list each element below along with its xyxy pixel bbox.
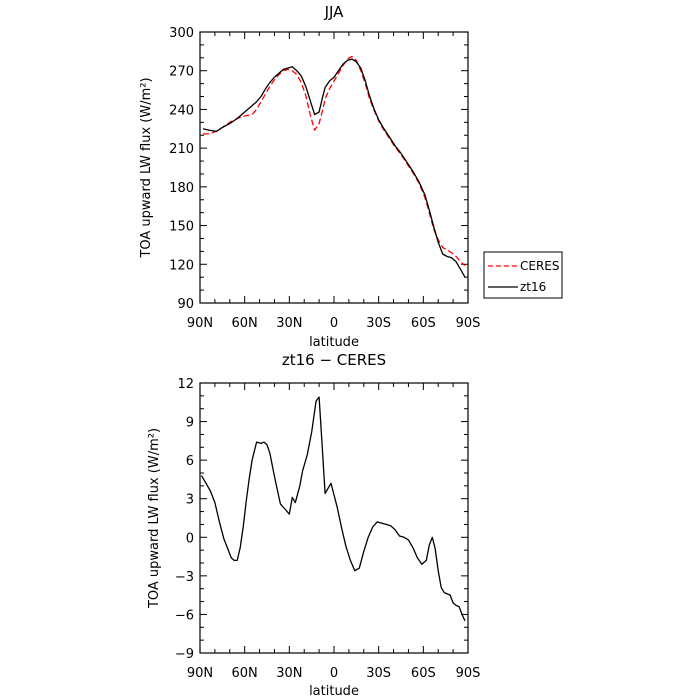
top-y-tick-label: 240 — [169, 103, 194, 118]
bottom-y-tick-label: 9 — [186, 416, 194, 431]
top-y-tick-label: 90 — [177, 297, 194, 312]
bottom-y-tick-label: 0 — [186, 531, 194, 546]
top-y-tick-label: 210 — [169, 142, 194, 157]
top-x-tick-label: 0 — [330, 316, 338, 331]
bottom-y-tick-label: −6 — [175, 608, 194, 623]
top-y-tick-label: 120 — [169, 258, 194, 273]
bottom-ticks: −9 −6 −3 0 3 6 9 12 90N 60N 30N 0 30S 60S 90S — [175, 377, 481, 681]
top-y-tick-label: 180 — [169, 181, 194, 196]
top-series-lines — [202, 55, 466, 278]
bottom-x-tick-label: 0 — [330, 666, 338, 681]
top-chart-title: JJA — [324, 3, 345, 21]
bottom-x-tick-label: 60N — [232, 666, 258, 681]
legend-label-zt16: zt16 — [520, 280, 546, 294]
top-y-axis-title: TOA upward LW flux (W/m²) — [139, 77, 154, 258]
legend-box — [483, 251, 563, 299]
top-x-tick-label: 30S — [366, 316, 391, 331]
bottom-x-tick-label: 90S — [456, 666, 481, 681]
legend-label-ceres: CERES — [520, 259, 560, 273]
bottom-x-tick-label: 90N — [187, 666, 213, 681]
bottom-x-tick-label: 30N — [276, 666, 302, 681]
top-x-tick-label: 60N — [232, 316, 258, 331]
top-y-tick-label: 300 — [169, 26, 194, 41]
bottom-series-line-difference — [200, 396, 466, 622]
bottom-y-tick-label: −9 — [175, 647, 194, 662]
top-x-axis-title: latitude — [309, 335, 359, 350]
bottom-y-tick-label: −3 — [175, 570, 194, 585]
bottom-panel: zt16 − CERES −9 −6 −3 0 3 6 9 12 90N 60N 30N 0 30S 60… — [147, 351, 480, 699]
top-x-tick-label: 60S — [411, 316, 436, 331]
top-series-line-ceres — [203, 55, 466, 267]
bottom-series-lines — [200, 396, 466, 622]
top-x-tick-label: 30N — [276, 316, 302, 331]
bottom-x-tick-label: 30S — [366, 666, 391, 681]
top-x-tick-label: 90N — [187, 316, 213, 331]
bottom-chart-title: zt16 − CERES — [282, 351, 386, 369]
bottom-y-tick-label: 6 — [186, 454, 194, 469]
bottom-y-tick-label: 12 — [177, 377, 194, 392]
top-series-line-zt16 — [202, 58, 466, 278]
top-y-tick-label: 270 — [169, 65, 194, 80]
bottom-x-axis-title: latitude — [309, 684, 359, 699]
legend: CERES zt16 — [483, 251, 563, 299]
top-ticks: 90 120 150 180 210 240 270 300 90N 60N 30N 0 30S 60S 9… — [169, 26, 480, 331]
bottom-x-tick-label: 60S — [411, 666, 436, 681]
top-panel: JJA 90 120 150 180 210 240 270 300 90N 60N 30N 0 30S… — [139, 3, 563, 350]
bottom-y-tick-label: 3 — [186, 493, 194, 508]
bottom-y-axis-title: TOA upward LW flux (W/m²) — [147, 428, 162, 609]
top-y-tick-label: 150 — [169, 220, 194, 235]
top-x-tick-label: 90S — [456, 316, 481, 331]
